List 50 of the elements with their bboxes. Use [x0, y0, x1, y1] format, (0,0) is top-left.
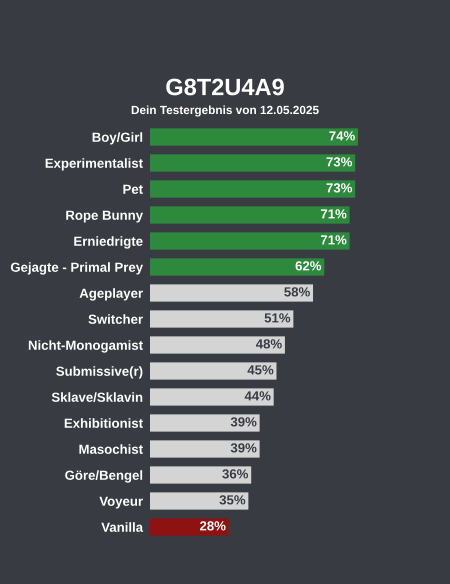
chart-subtitle: Dein Testergebnis von 12.05.2025: [132, 105, 319, 117]
data-label: 74%: [329, 131, 355, 141]
data-label: 73%: [326, 157, 352, 167]
y-tick-label: Nicht-Monogamist: [28, 340, 143, 353]
bar: [150, 492, 248, 510]
y-tick-label: Sklave/Sklavin: [52, 392, 142, 402]
y-tick-label: Exhibitionist: [64, 418, 143, 428]
data-label: 73%: [326, 183, 352, 193]
bar: [150, 336, 285, 354]
bar: [150, 362, 276, 380]
data-label: 62%: [296, 261, 322, 271]
y-tick-label: Submissive(r): [56, 366, 142, 379]
bar: [150, 440, 260, 458]
data-label: 51%: [264, 313, 290, 323]
y-tick-label: Boy/Girl: [92, 132, 142, 145]
data-label: 71%: [320, 209, 346, 219]
data-label: 28%: [200, 521, 226, 531]
data-label: 48%: [256, 339, 282, 349]
bar: [150, 518, 229, 536]
data-label: 39%: [230, 443, 256, 453]
bar: [150, 154, 356, 172]
bar: [150, 388, 274, 406]
bar: [150, 258, 324, 276]
data-label: 39%: [230, 417, 256, 427]
bar: [150, 232, 350, 250]
data-label: 58%: [284, 287, 310, 297]
bar: [150, 284, 314, 302]
data-label: 44%: [244, 391, 271, 401]
y-tick-label: Rope Bunny: [66, 210, 143, 223]
y-tick-label: Switcher: [88, 314, 143, 324]
y-tick-label: Erniedrigte: [74, 236, 143, 249]
y-tick-label: Experimentalist: [46, 158, 143, 171]
bar: [150, 180, 356, 198]
y-tick-label: Gejagte - Primal Prey: [10, 262, 143, 275]
chart-title: G8T2U4A9: [166, 78, 284, 96]
y-tick-label: Pet: [123, 184, 143, 194]
data-label: 45%: [248, 365, 274, 375]
y-tick-label: Ageplayer: [80, 288, 143, 301]
bar: [150, 414, 260, 432]
data-label: 71%: [320, 235, 346, 245]
y-tick-label: Masochist: [79, 444, 143, 454]
y-tick-label: Voyeur: [99, 496, 143, 509]
data-label: 35%: [219, 495, 246, 505]
y-tick-label: Vanilla: [101, 522, 144, 532]
bar: [150, 466, 252, 484]
bar: [150, 128, 358, 146]
bar: [150, 310, 294, 328]
y-tick-label: Göre/Bengel: [65, 470, 142, 483]
data-label: 36%: [222, 469, 248, 479]
bar: [150, 206, 350, 224]
